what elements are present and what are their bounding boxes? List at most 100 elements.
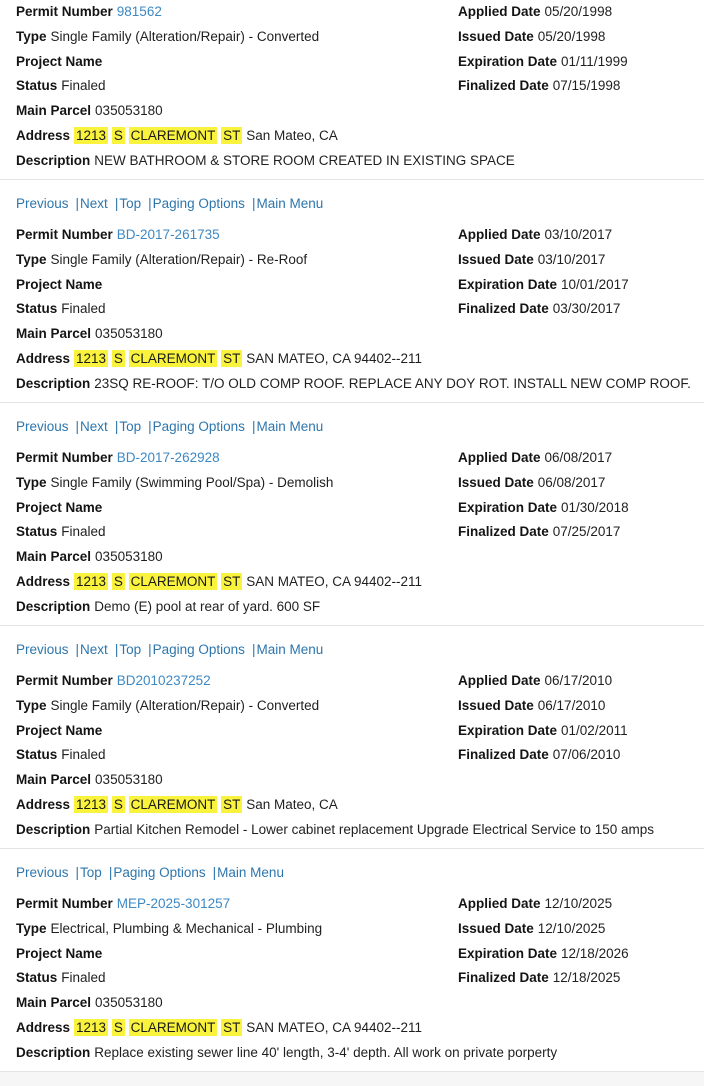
nav-link-paging-options[interactable]: Paging Options xyxy=(152,419,245,435)
main-parcel-label: Main Parcel xyxy=(16,772,92,787)
applied-date-value: 12/10/2025 xyxy=(544,896,613,911)
address-highlight: CLAREMONT xyxy=(128,349,218,367)
status-value: Finaled xyxy=(61,524,106,540)
description-value: NEW BATHROOM & STORE ROOM CREATED IN EXI… xyxy=(94,152,515,168)
nav-link-main-menu[interactable]: Main Menu xyxy=(217,865,284,881)
address-highlight: ST xyxy=(221,349,243,367)
description-value: 23SQ RE-ROOF: T/O OLD COMP ROOF. REPLACE… xyxy=(94,375,691,391)
nav-link-previous[interactable]: Previous xyxy=(16,419,69,435)
status-row: Status Finaled xyxy=(16,520,704,545)
nav-link-previous[interactable]: Previous xyxy=(16,642,69,658)
finalized-date-value: 07/15/1998 xyxy=(552,78,621,94)
type-label: Type xyxy=(16,474,47,490)
issued-date-label: Issued Date xyxy=(458,474,534,490)
main-parcel-row: Main Parcel 035053180 xyxy=(16,768,704,793)
issued-date-value: 12/10/2025 xyxy=(537,920,606,936)
status-row: Status Finaled xyxy=(16,297,704,322)
nav-link-top[interactable]: Top xyxy=(80,865,102,881)
finalized-date-value: 12/18/2025 xyxy=(552,970,621,986)
description-row: Description Demo (E) pool at rear of yard… xyxy=(16,595,704,620)
dates-column: Applied Date 06/08/2017 Issued Date 06/08/… xyxy=(458,446,629,545)
status-label: Status xyxy=(16,78,58,94)
type-label: Type xyxy=(16,697,47,713)
record-divider xyxy=(0,402,704,404)
expiration-date-row: Expiration Date 10/01/2017 xyxy=(458,273,629,298)
applied-date-row: Applied Date 03/10/2017 xyxy=(458,223,629,248)
applied-date-label: Applied Date xyxy=(458,673,541,688)
address-highlight: S xyxy=(111,572,125,590)
permit-number-link[interactable]: MEP-2025-301257 xyxy=(116,896,231,911)
main-parcel-value: 035053180 xyxy=(95,549,163,564)
nav-link-next[interactable]: Next xyxy=(80,642,108,658)
applied-date-value: 05/20/1998 xyxy=(544,4,613,19)
description-label: Description xyxy=(16,598,91,614)
project-name-label: Project Name xyxy=(16,276,103,292)
main-parcel-value: 035053180 xyxy=(95,995,163,1010)
status-value: Finaled xyxy=(61,970,106,986)
permit-record: Permit Number 981562 Type Single Family (A… xyxy=(0,0,704,173)
permit-number-link[interactable]: BD-2017-261735 xyxy=(116,227,220,242)
address-value: 1213 S CLAREMONT ST San Mateo, CA xyxy=(74,795,338,813)
main-parcel-label: Main Parcel xyxy=(16,995,92,1010)
permit-number-row: Permit Number BD-2017-262928 xyxy=(16,446,704,471)
nav-link-top[interactable]: Top xyxy=(119,196,142,212)
project-name-label: Project Name xyxy=(16,945,103,961)
main-parcel-label: Main Parcel xyxy=(16,549,92,564)
permit-record: Permit Number BD-2017-261735 Type Single F… xyxy=(0,223,704,396)
permit-number-link[interactable]: BD2010237252 xyxy=(116,673,211,688)
permit-number-row: Permit Number 981562 xyxy=(16,0,704,25)
address-highlight: 1213 xyxy=(74,795,109,813)
issued-date-label: Issued Date xyxy=(458,251,534,267)
finalized-date-value: 03/30/2017 xyxy=(552,301,621,317)
description-row: Description Replace existing sewer line 4… xyxy=(16,1041,704,1066)
nav-separator: | xyxy=(108,865,113,881)
address-value: 1213 S CLAREMONT ST SAN MATEO, CA 94402-… xyxy=(74,1018,423,1036)
issued-date-value: 03/10/2017 xyxy=(537,251,606,267)
finalized-date-value: 07/06/2010 xyxy=(552,747,621,763)
expiration-date-label: Expiration Date xyxy=(458,499,558,515)
address-label: Address xyxy=(16,796,71,812)
nav-link-previous[interactable]: Previous xyxy=(16,196,69,212)
nav-link-top[interactable]: Top xyxy=(119,419,142,435)
record-divider xyxy=(0,625,704,627)
expiration-date-value: 01/02/2011 xyxy=(561,722,628,738)
finalized-date-label: Finalized Date xyxy=(458,524,549,540)
nav-link-next[interactable]: Next xyxy=(80,419,108,435)
main-parcel-row: Main Parcel 035053180 xyxy=(16,991,704,1016)
nav-link-previous[interactable]: Previous xyxy=(16,865,69,881)
project-name-row: Project Name xyxy=(16,719,704,744)
main-parcel-label: Main Parcel xyxy=(16,103,92,118)
permit-number-link[interactable]: 981562 xyxy=(116,4,162,19)
nav-separator: | xyxy=(114,196,119,212)
address-label: Address xyxy=(16,350,71,366)
permit-number-link[interactable]: BD-2017-262928 xyxy=(116,450,220,465)
issued-date-row: Issued Date 05/20/1998 xyxy=(458,25,628,50)
nav-link-next[interactable]: Next xyxy=(80,196,108,212)
nav-separator: | xyxy=(251,196,256,212)
nav-link-paging-options[interactable]: Paging Options xyxy=(152,642,245,658)
finalized-date-row: Finalized Date 07/06/2010 xyxy=(458,743,628,768)
expiration-date-row: Expiration Date 01/11/1999 xyxy=(458,50,628,75)
description-row: Description NEW BATHROOM & STORE ROOM CRE… xyxy=(16,149,704,174)
nav-link-main-menu[interactable]: Main Menu xyxy=(256,419,324,435)
address-highlight: CLAREMONT xyxy=(128,126,218,144)
nav-link-main-menu[interactable]: Main Menu xyxy=(256,196,324,212)
main-parcel-row: Main Parcel 035053180 xyxy=(16,99,704,124)
finalized-date-label: Finalized Date xyxy=(458,747,549,763)
expiration-date-label: Expiration Date xyxy=(458,945,558,961)
applied-date-row: Applied Date 06/17/2010 xyxy=(458,669,628,694)
status-row: Status Finaled xyxy=(16,74,704,99)
nav-link-paging-options[interactable]: Paging Options xyxy=(113,865,206,881)
address-label: Address xyxy=(16,573,71,589)
dates-column: Applied Date 06/17/2010 Issued Date 06/17/… xyxy=(458,669,628,768)
description-value: Demo (E) pool at rear of yard. 600 SF xyxy=(94,598,321,614)
finalized-date-label: Finalized Date xyxy=(458,301,549,317)
address-row: Address 1213 S CLAREMONT ST SAN MATEO, CA… xyxy=(16,347,704,372)
issued-date-label: Issued Date xyxy=(458,28,534,44)
record-nav: Previous |Next |Top |Paging Options |Main Me… xyxy=(0,638,704,663)
address-highlight: ST xyxy=(221,572,243,590)
applied-date-label: Applied Date xyxy=(458,896,541,911)
nav-link-main-menu[interactable]: Main Menu xyxy=(256,642,324,658)
nav-link-paging-options[interactable]: Paging Options xyxy=(152,196,245,212)
nav-link-top[interactable]: Top xyxy=(119,642,142,658)
